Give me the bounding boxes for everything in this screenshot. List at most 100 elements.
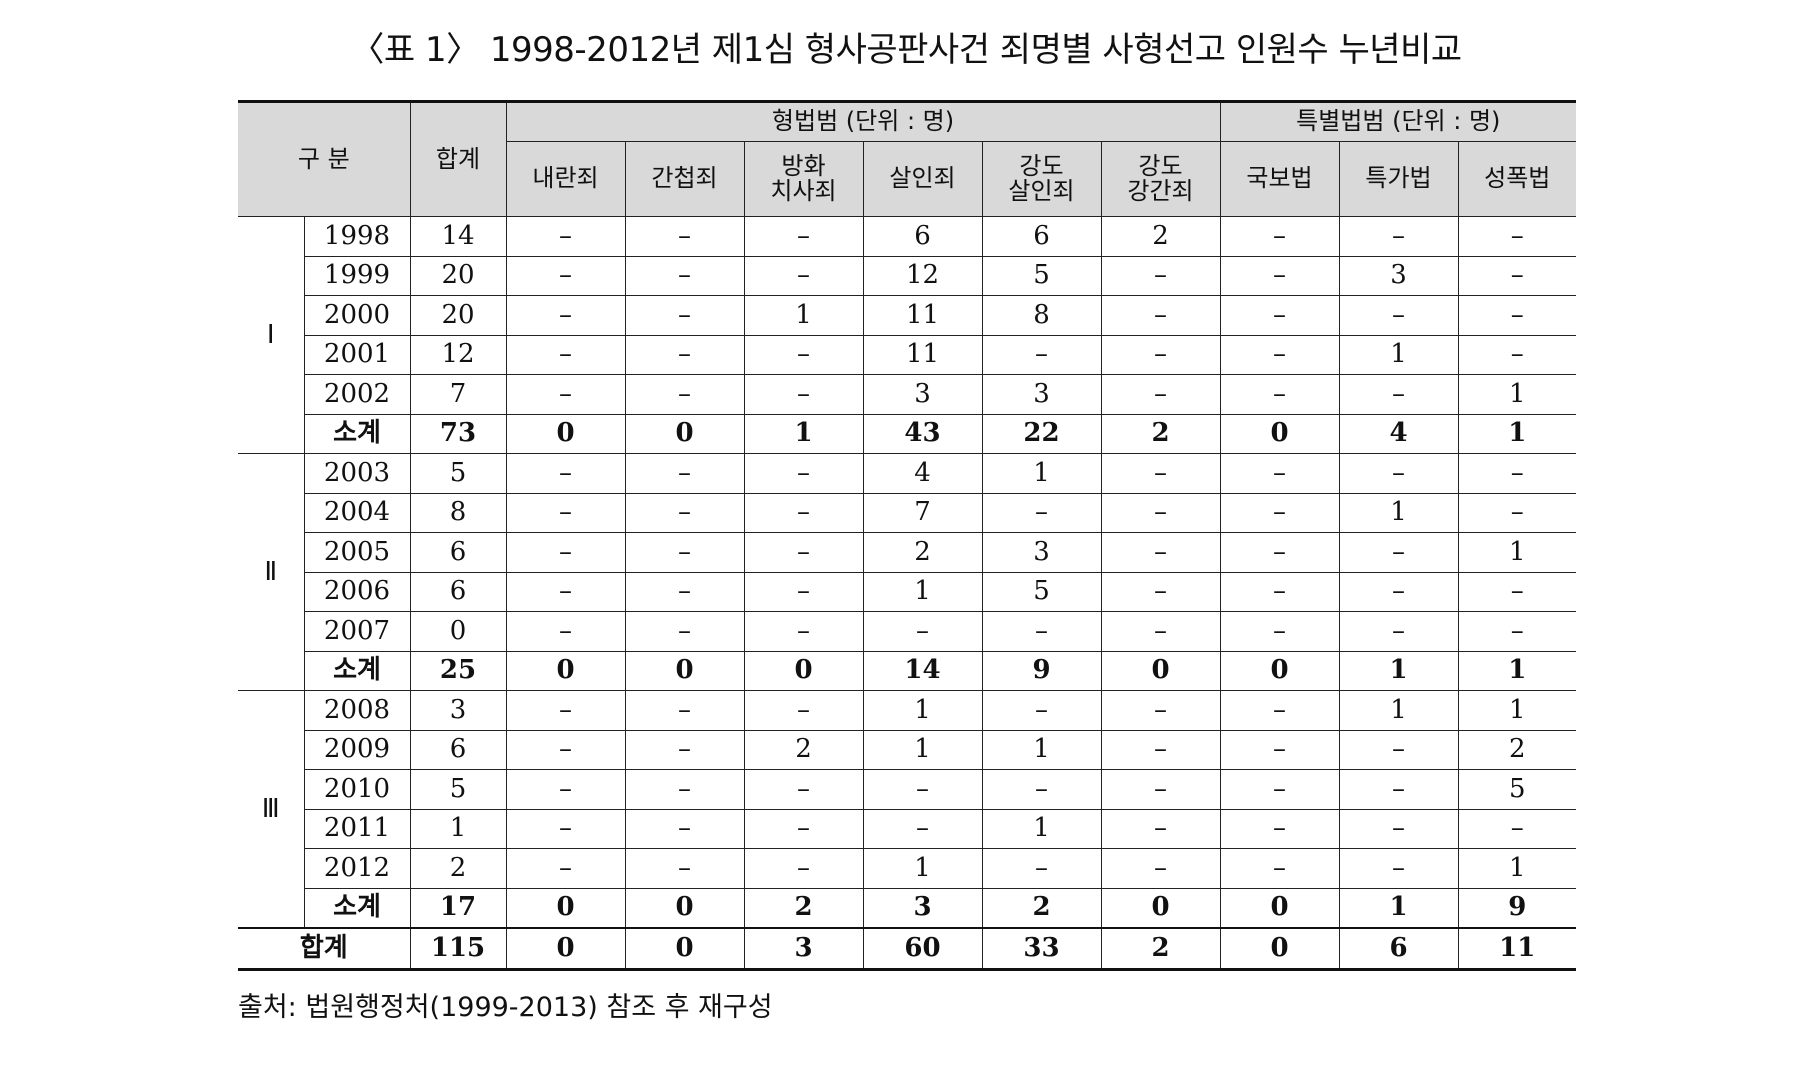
value-cell: – (743, 571, 864, 612)
subtotal-value: 0 (624, 650, 745, 691)
value-cell: – (1338, 571, 1459, 612)
value-cell: – (743, 808, 864, 849)
value-cell: – (505, 453, 626, 494)
value-cell: – (1457, 571, 1577, 612)
value-cell: – (1338, 769, 1459, 810)
value-cell: 8 (981, 295, 1102, 336)
value-cell: – (743, 334, 864, 375)
value-cell: – (1100, 374, 1221, 415)
column-header-line1: 강도 (1138, 151, 1183, 180)
subtotal-value: 0 (1100, 650, 1221, 691)
value-cell: – (862, 769, 983, 810)
value-cell: – (1100, 808, 1221, 849)
subtotal-value: 0 (1100, 887, 1221, 929)
value-cell: – (862, 611, 983, 652)
value-cell: – (1219, 334, 1340, 375)
column-header-line1: 살인죄 (889, 164, 956, 193)
value-cell: – (1338, 453, 1459, 494)
value-cell: – (624, 255, 745, 296)
total-cell: 3 (409, 690, 507, 731)
year-cell: 2010 (304, 769, 411, 810)
value-cell: – (624, 808, 745, 849)
grand-total-label: 합계 (238, 927, 411, 970)
column-header: 살인죄 (862, 141, 983, 217)
value-cell: – (743, 255, 864, 296)
value-cell: – (1219, 453, 1340, 494)
column-header-line1: 간첩죄 (651, 164, 718, 193)
value-cell: 4 (862, 453, 983, 494)
value-cell: – (1457, 808, 1577, 849)
column-header-line2: 강간죄 (1127, 177, 1194, 205)
criminal-law-group-header: 형법범 (단위 : 명) (505, 101, 1221, 142)
value-cell: 1 (981, 808, 1102, 849)
subtotal-total: 25 (409, 650, 507, 691)
value-cell: – (1100, 729, 1221, 770)
value-cell: – (505, 611, 626, 652)
value-cell: 3 (981, 374, 1102, 415)
year-cell: 2008 (303, 690, 411, 731)
subtotal-value: 1 (1457, 413, 1577, 454)
value-cell: 1 (1457, 848, 1577, 889)
subtotal-value: 9 (981, 650, 1102, 691)
category-header: 구 분 (238, 101, 411, 217)
subtotal-row: 소계 25 0 0 0 14 9 0 0 1 1 (238, 650, 1577, 691)
value-cell: – (1219, 374, 1340, 415)
value-cell: 5 (981, 255, 1102, 296)
value-cell: – (505, 690, 626, 731)
subtotal-label: 소계 (304, 650, 411, 691)
grand-total-value: 60 (862, 927, 983, 970)
grand-total-total: 115 (409, 927, 507, 970)
value-cell: 1 (1338, 690, 1459, 731)
value-cell: – (505, 729, 626, 770)
table-row: 2005 6– – –2 3– – –1 (238, 532, 1577, 573)
subtotal-row: 소계 17 0 0 2 3 2 0 0 1 9 (238, 887, 1577, 929)
grand-total-value: 2 (1100, 927, 1221, 970)
value-cell: – (1338, 374, 1459, 415)
grand-total-row: 합계 115 0 0 3 60 33 2 0 6 11 (238, 927, 1577, 970)
subtotal-value: 3 (862, 887, 983, 929)
value-cell: 6 (981, 216, 1102, 257)
column-header-line2: 치사죄 (770, 177, 837, 205)
year-cell: 2004 (304, 492, 411, 533)
column-header: 국보법 (1219, 141, 1340, 217)
value-cell: – (1100, 453, 1221, 494)
value-cell: – (1100, 769, 1221, 810)
total-cell: 20 (409, 255, 507, 296)
year-cell: 2009 (304, 729, 411, 770)
subtotal-value: 0 (1219, 413, 1340, 454)
value-cell: 1 (862, 571, 983, 612)
column-header: 간첩죄 (624, 141, 745, 217)
value-cell: – (981, 492, 1102, 533)
table-row: 2011 1– – – –1– – – – (238, 808, 1577, 849)
value-cell: 3 (1338, 255, 1459, 296)
year-cell: 2003 (303, 453, 411, 494)
grand-total-value: 3 (743, 927, 864, 970)
year-cell: 2005 (304, 532, 411, 573)
value-cell: – (981, 690, 1102, 731)
value-cell: 1 (1338, 492, 1459, 533)
value-cell: – (1100, 492, 1221, 533)
year-cell: 2011 (304, 808, 411, 849)
table-row: 1999 20– – –12 5– –3– (238, 255, 1577, 296)
value-cell: – (1219, 848, 1340, 889)
period-label: Ⅲ (238, 690, 305, 929)
grand-total-value: 0 (624, 927, 745, 970)
period-label: Ⅱ (238, 453, 305, 691)
special-law-group-header: 특별법범 (단위 : 명) (1219, 101, 1577, 142)
year-cell: 2001 (304, 334, 411, 375)
value-cell: – (1338, 729, 1459, 770)
table-row: 2004 8– – –7– – –1– (238, 492, 1577, 533)
column-header-line1: 내란죄 (532, 164, 599, 193)
subtotal-value: 22 (981, 413, 1102, 454)
value-cell: – (624, 611, 745, 652)
value-cell: 7 (862, 492, 983, 533)
value-cell: – (1219, 571, 1340, 612)
value-cell: – (624, 532, 745, 573)
value-cell: – (505, 255, 626, 296)
subtotal-value: 9 (1457, 887, 1577, 929)
value-cell: – (981, 848, 1102, 889)
subtotal-value: 0 (624, 413, 745, 454)
value-cell: – (743, 848, 864, 889)
value-cell: – (743, 374, 864, 415)
table-row: 2002 7– – –3 3– – –1 (238, 374, 1577, 415)
